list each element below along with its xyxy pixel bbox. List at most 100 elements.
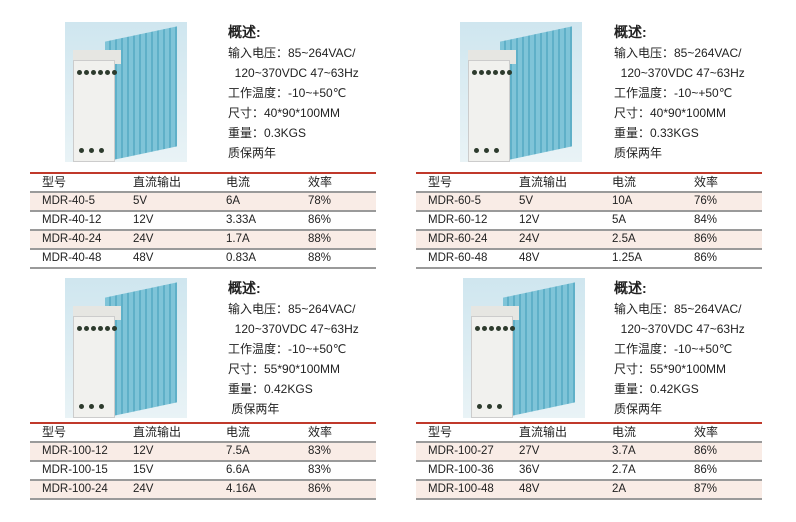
spec-line: 尺寸：55*90*100MM	[228, 362, 341, 376]
spec-title: 概述:	[228, 24, 261, 40]
table-cell: 3.33A	[226, 214, 257, 226]
spec-block: 概述: 输入电压：85~264VAC/ 120~370VDC 47~63Hz 工作温…	[614, 278, 745, 419]
table-cell: 4.16A	[226, 483, 257, 495]
column-header: 直流输出	[519, 175, 568, 189]
table-cell: MDR-100-24	[42, 483, 108, 495]
model-table: 型号 直流输出 电流 效率 MDR-40-5 5V 6A 78% MDR-40-12 12V 3.3…	[30, 172, 376, 269]
column-header: 电流	[612, 425, 637, 439]
table-cell: 83%	[308, 464, 332, 476]
table-cell: 5V	[133, 195, 148, 207]
table-row: MDR-100-15 15V 6.6A 83%	[30, 462, 376, 481]
spec-line: 工作温度：-10~+50℃	[614, 86, 733, 100]
table-cell: 48V	[133, 252, 154, 264]
spec-block: 概述: 输入电压：85~264VAC/ 120~370VDC 47~63Hz 工作温…	[614, 22, 745, 163]
table-cell: 5V	[519, 195, 534, 207]
table-cell: MDR-60-5	[428, 195, 482, 207]
table-cell: 88%	[308, 252, 332, 264]
table-cell: 6.6A	[226, 464, 250, 476]
table-cell: 24V	[133, 483, 154, 495]
table-cell: MDR-40-12	[42, 214, 102, 226]
column-header: 效率	[694, 175, 719, 189]
spec-title: 概述:	[614, 280, 647, 296]
spec-block: 概述: 输入电压：85~264VAC/ 120~370VDC 47~63Hz 工作温…	[228, 278, 359, 419]
table-cell: 87%	[694, 483, 718, 495]
table-cell: 48V	[519, 483, 540, 495]
table-cell: 2.7A	[612, 464, 636, 476]
table-cell: 12V	[519, 214, 540, 226]
table-cell: 5A	[612, 214, 627, 226]
table-cell: 86%	[308, 483, 332, 495]
column-header: 型号	[428, 425, 453, 439]
table-cell: MDR-100-36	[428, 464, 494, 476]
table-cell: 1.7A	[226, 233, 250, 245]
spec-block: 概述: 输入电压：85~264VAC/ 120~370VDC 47~63Hz 工作温…	[228, 22, 359, 163]
table-cell: 12V	[133, 214, 154, 226]
spec-line: 工作温度：-10~+50℃	[228, 86, 347, 100]
spec-line: 工作温度：-10~+50℃	[614, 342, 733, 356]
table-row: MDR-100-12 12V 7.5A 83%	[30, 443, 376, 462]
table-row: MDR-60-48 48V 1.25A 86%	[416, 250, 762, 269]
table-cell: 0.83A	[226, 252, 257, 264]
table-header: 型号 直流输出 电流 效率	[30, 424, 376, 443]
table-cell: 88%	[308, 233, 332, 245]
product-image	[460, 22, 582, 162]
table-cell: 27V	[519, 445, 540, 457]
table-cell: 86%	[694, 445, 718, 457]
table-cell: 1.25A	[612, 252, 643, 264]
model-table: 型号 直流输出 电流 效率 MDR-60-5 5V 10A 76% MDR-60-12 12V 5A…	[416, 172, 762, 269]
column-header: 电流	[226, 425, 251, 439]
table-cell: MDR-40-5	[42, 195, 96, 207]
table-cell: MDR-40-24	[42, 233, 102, 245]
table-header: 型号 直流输出 电流 效率	[30, 174, 376, 193]
table-cell: 84%	[694, 214, 718, 226]
spec-line: 输入电压：85~264VAC/	[228, 302, 356, 316]
table-cell: MDR-60-48	[428, 252, 488, 264]
spec-line: 质保两年	[228, 146, 277, 160]
spec-line: 120~370VDC 47~63Hz	[228, 66, 359, 80]
column-header: 直流输出	[133, 425, 182, 439]
column-header: 效率	[694, 425, 719, 439]
table-cell: 7.5A	[226, 445, 250, 457]
model-table: 型号 直流输出 电流 效率 MDR-100-27 27V 3.7A 86% MDR-100-36…	[416, 422, 762, 500]
table-cell: 86%	[694, 233, 718, 245]
table-cell: MDR-60-12	[428, 214, 488, 226]
table-header: 型号 直流输出 电流 效率	[416, 424, 762, 443]
table-cell: 83%	[308, 445, 332, 457]
table-row: MDR-60-5 5V 10A 76%	[416, 193, 762, 212]
table-row: MDR-40-5 5V 6A 78%	[30, 193, 376, 212]
table-cell: 3.7A	[612, 445, 636, 457]
column-header: 型号	[42, 425, 67, 439]
product-panel: 概述: 输入电压：85~264VAC/ 120~370VDC 47~63Hz 工作温…	[30, 272, 376, 522]
spec-line: 重量：0.42KGS	[228, 382, 313, 396]
table-row: MDR-100-24 24V 4.16A 86%	[30, 481, 376, 500]
spec-line: 尺寸：55*90*100MM	[614, 362, 727, 376]
table-cell: MDR-100-48	[428, 483, 494, 495]
column-header: 直流输出	[519, 425, 568, 439]
table-cell: MDR-100-27	[428, 445, 494, 457]
column-header: 效率	[308, 425, 333, 439]
spec-line: 尺寸：40*90*100MM	[228, 106, 341, 120]
table-row: MDR-40-24 24V 1.7A 88%	[30, 231, 376, 250]
table-row: MDR-60-24 24V 2.5A 86%	[416, 231, 762, 250]
table-cell: 86%	[694, 464, 718, 476]
spec-line: 重量：0.42KGS	[614, 382, 699, 396]
column-header: 效率	[308, 175, 333, 189]
spec-title: 概述:	[614, 24, 647, 40]
table-cell: 24V	[519, 233, 540, 245]
table-row: MDR-100-27 27V 3.7A 86%	[416, 443, 762, 462]
model-table: 型号 直流输出 电流 效率 MDR-100-12 12V 7.5A 83% MDR-100-15…	[30, 422, 376, 500]
spec-title: 概述:	[228, 280, 261, 296]
table-cell: 15V	[133, 464, 154, 476]
spec-line: 质保两年	[228, 402, 280, 416]
table-cell: 6A	[226, 195, 241, 207]
product-image	[65, 278, 187, 418]
spec-line: 输入电压：85~264VAC/	[614, 46, 742, 60]
column-header: 型号	[428, 175, 453, 189]
product-panel: 概述: 输入电压：85~264VAC/ 120~370VDC 47~63Hz 工作温…	[416, 20, 762, 270]
spec-line: 尺寸：40*90*100MM	[614, 106, 727, 120]
table-cell: 12V	[133, 445, 154, 457]
table-cell: 24V	[133, 233, 154, 245]
table-cell: 86%	[694, 252, 718, 264]
spec-line: 质保两年	[614, 402, 663, 416]
table-row: MDR-40-48 48V 0.83A 88%	[30, 250, 376, 269]
